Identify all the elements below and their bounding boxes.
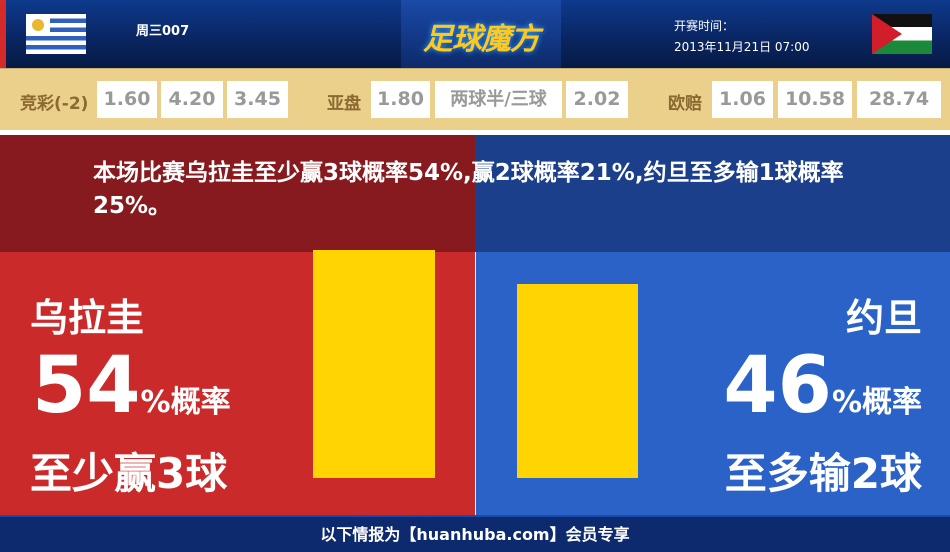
logo-panel: 足球魔方 [401, 0, 561, 68]
odds-cell: 两球半/三球 [435, 81, 562, 118]
away-percent-suffix: %概率 [831, 385, 922, 420]
kickoff-time: 2013年11月21日 07:00 [674, 40, 810, 54]
away-probability-bar [517, 283, 638, 478]
logo: 足球魔方 [423, 22, 540, 57]
jingcai-label: 竞彩(-2) [20, 94, 89, 114]
odds-cell: 1.06 [712, 81, 773, 118]
summary-left-bg [0, 135, 475, 252]
oupei-label: 欧赔 [668, 94, 702, 114]
home-percent: 54 [32, 341, 141, 431]
away-panel: 约旦 46%概率 至多输2球 [475, 252, 950, 515]
away-team-name: 约旦 [845, 296, 922, 340]
footer-member-link[interactable]: 以下情报为【huanhuba.com】会员专享 [0, 515, 950, 552]
odds-bar: 竞彩(-2) 1.60 4.20 3.45 亚盘 1.80 两球半/三球 2.0… [0, 68, 950, 130]
home-panel: 乌拉圭 54%概率 至少赢3球 [0, 250, 475, 515]
odds-cell: 1.60 [97, 81, 157, 118]
home-outcome: 至少赢3球 [30, 449, 228, 498]
home-percent-suffix: %概率 [140, 385, 231, 420]
summary-right-bg [475, 135, 950, 252]
uruguay-flag-icon [26, 14, 86, 54]
odds-cell: 2.02 [566, 81, 628, 118]
home-probability-bar [313, 250, 435, 478]
match-number: 周三007 [136, 24, 190, 39]
odds-cell: 1.80 [371, 81, 430, 118]
away-outcome: 至多输2球 [724, 449, 922, 498]
odds-cell: 3.45 [227, 81, 288, 118]
home-team-name: 乌拉圭 [30, 296, 145, 340]
jordan-flag-icon [872, 14, 932, 54]
yapan-label: 亚盘 [327, 94, 361, 114]
odds-cell: 4.20 [161, 81, 223, 118]
odds-cell: 28.74 [857, 81, 941, 118]
away-percent: 46 [723, 341, 832, 431]
header: 周三007 足球魔方 开赛时间： 2013年11月21日 07:00 [0, 0, 950, 68]
summary-text: 本场比赛乌拉圭至少赢3球概率54%,赢2球概率21%,约旦至多输1球概率25%。 [93, 160, 844, 219]
kickoff-label: 开赛时间： [674, 19, 735, 33]
odds-cell: 10.58 [778, 81, 852, 118]
